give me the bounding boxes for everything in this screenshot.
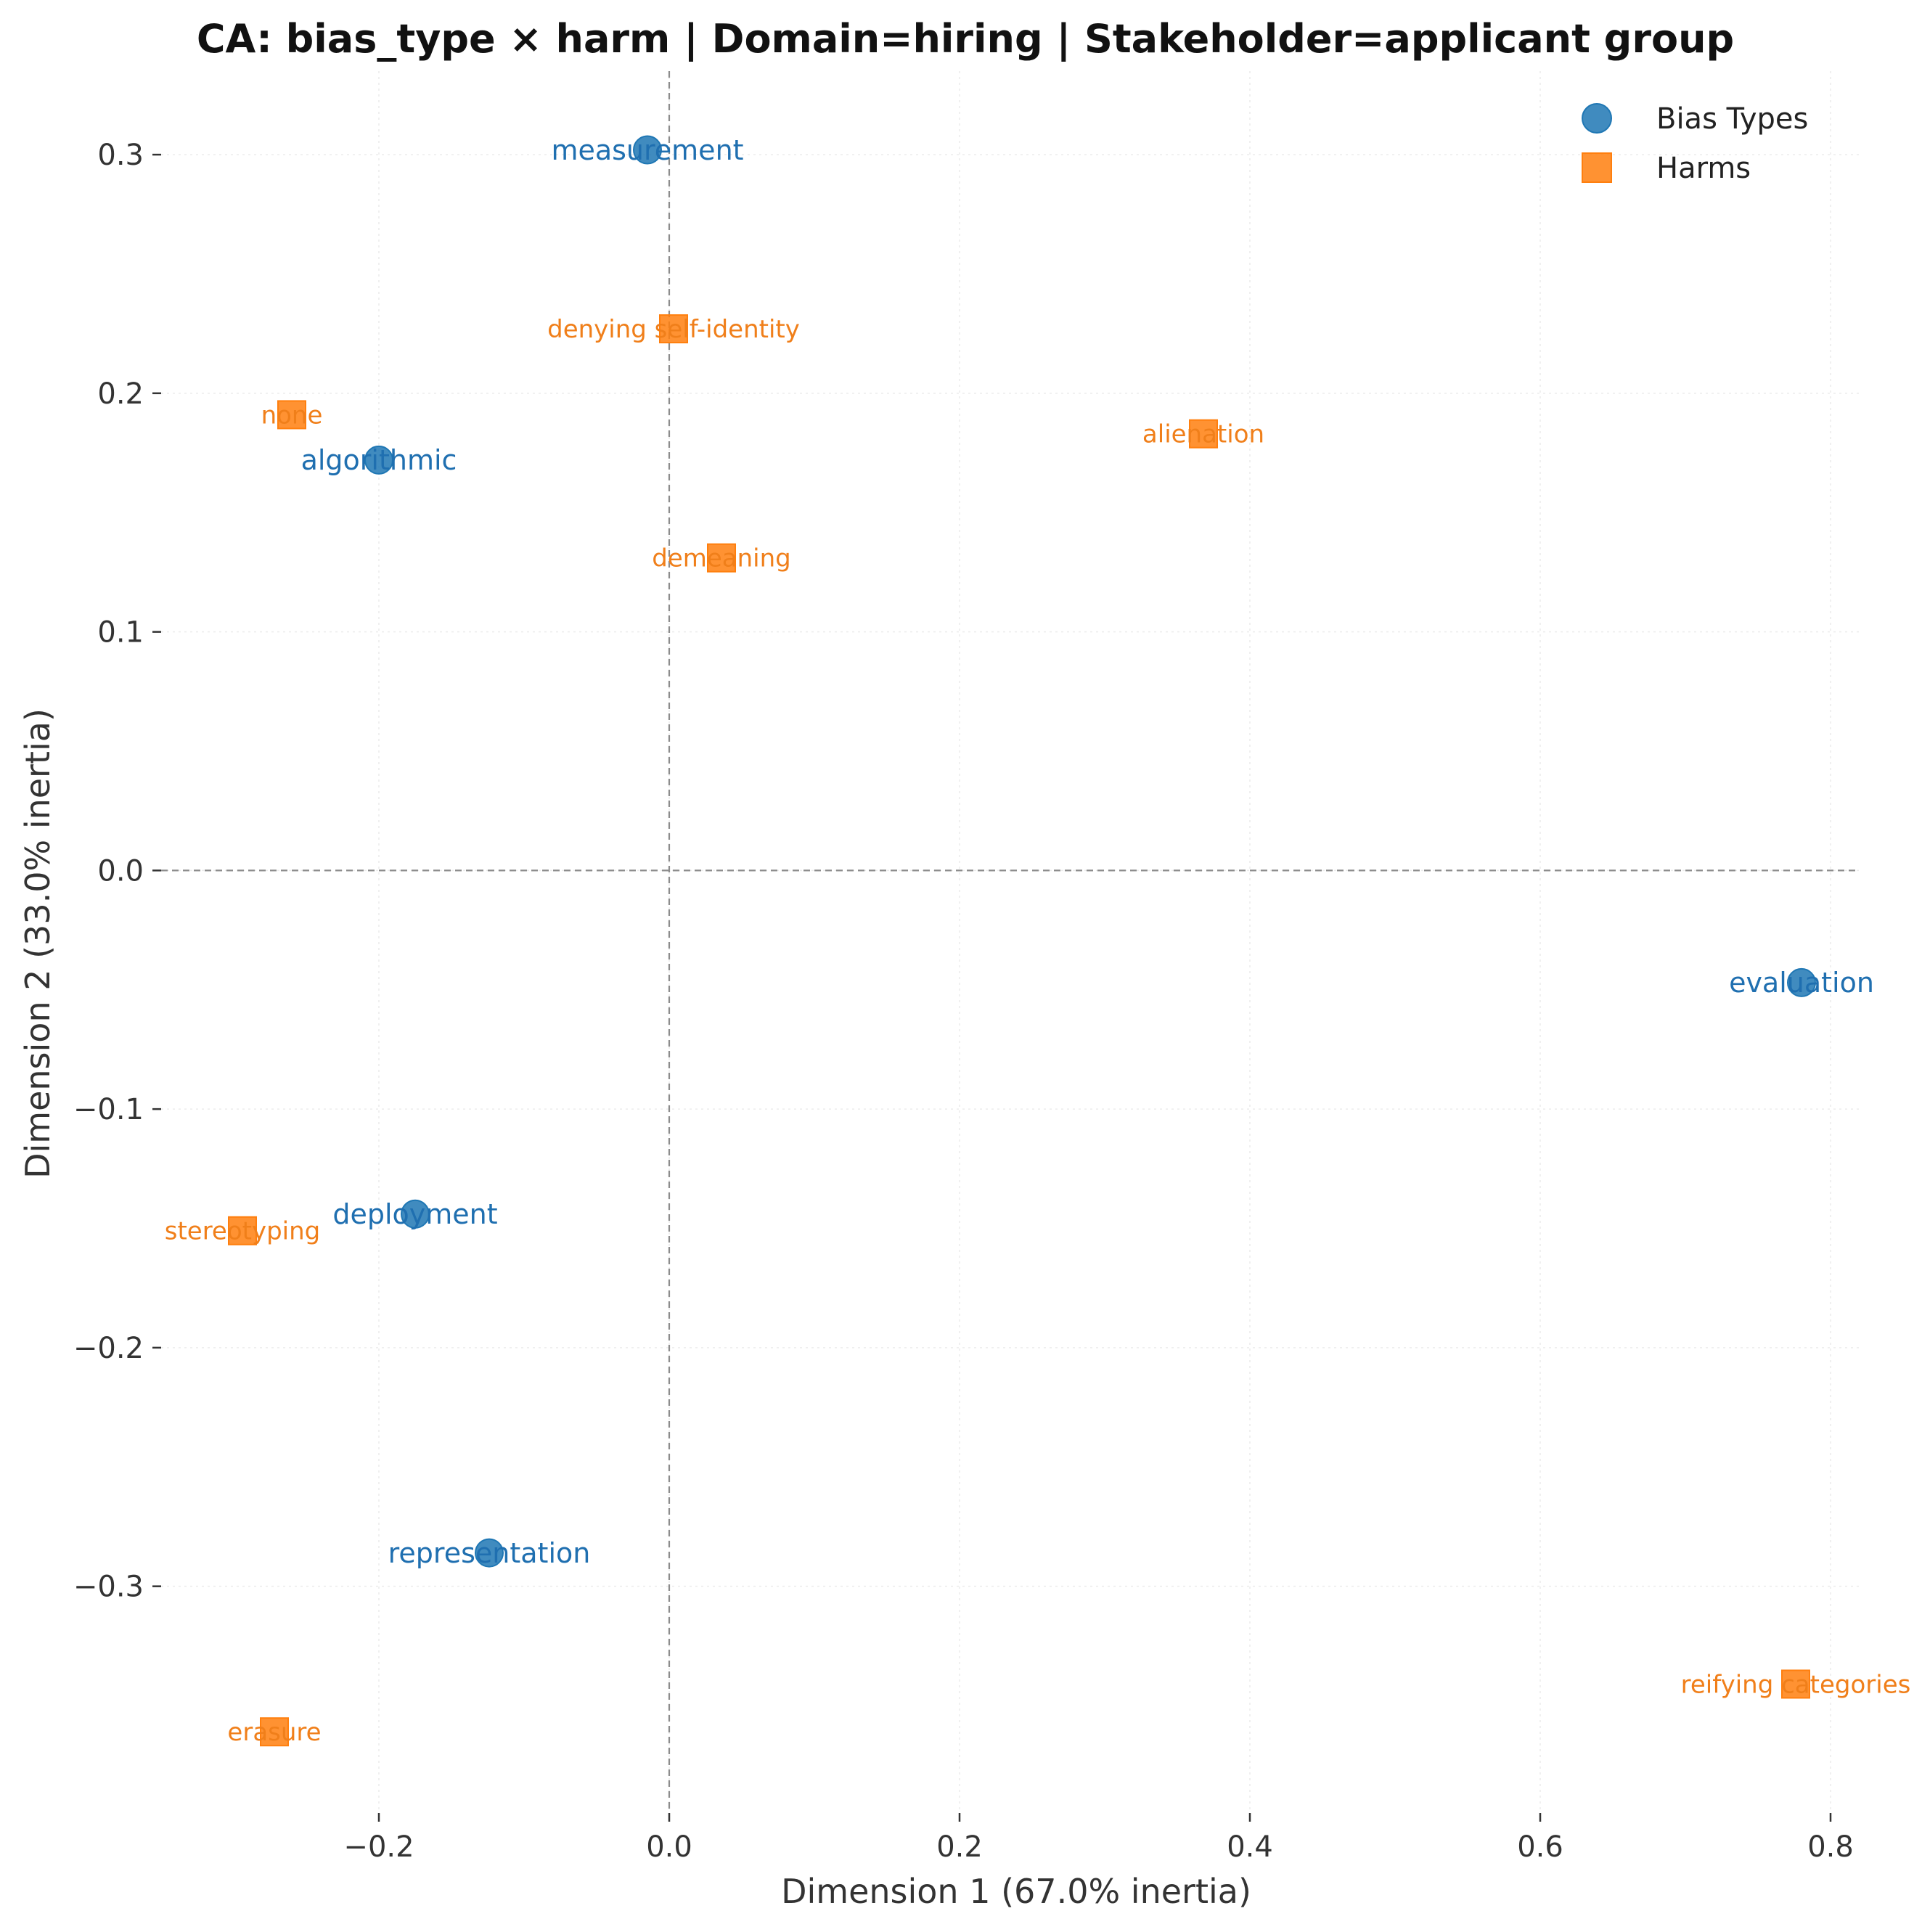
label-demeaning: demeaning [652,544,791,573]
y-tick-label: 0.2 [97,377,144,411]
label-reifying-categories: reifying categories [1681,1670,1911,1699]
y-axis-ticks: −0.3 −0.2 −0.1 0.0 0.1 0.2 0.3 [73,139,161,1604]
legend: Bias Types Harms [1582,102,1808,185]
legend-marker-bias-types [1582,103,1612,134]
legend-label-bias-types: Bias Types [1656,102,1808,136]
point-reifying-categories [1781,1669,1810,1699]
point-stereotyping [228,1216,257,1245]
x-tick-label: 0.2 [936,1830,983,1864]
y-tick-label: −0.1 [73,1093,144,1126]
point-representation [475,1538,504,1568]
x-axis-ticks: −0.2 0.0 0.2 0.4 0.6 0.8 [343,1813,1854,1864]
legend-label-harms: Harms [1656,152,1751,185]
point-algorithmic [364,445,393,475]
point-deployment [401,1199,430,1229]
point-measurement [633,135,662,165]
legend-marker-harms [1582,152,1612,183]
point-none [277,400,306,430]
x-axis-label: Dimension 1 (67.0% inertia) [781,1872,1251,1911]
point-labels: measurement algorithmic evaluation deployme… [165,134,1911,1747]
y-tick-label: 0.3 [97,139,144,172]
grid [161,71,1860,1813]
label-measurement: measurement [551,134,743,166]
x-tick-label: 0.4 [1227,1830,1273,1864]
point-denying-self-identity [659,314,688,344]
label-alienation: alienation [1142,420,1264,449]
label-erasure: erasure [227,1718,321,1747]
label-algorithmic: algorithmic [301,444,457,476]
label-denying-self-identity: denying self-identity [547,315,800,344]
data-points [228,135,1816,1747]
x-tick-label: −0.2 [343,1830,414,1864]
chart-title: CA: bias_type × harm | Domain=hiring | S… [197,16,1734,62]
point-evaluation [1787,967,1816,997]
y-tick-label: −0.3 [73,1571,144,1604]
y-tick-label: 0.0 [97,854,144,888]
label-deployment: deployment [332,1198,497,1230]
label-representation: representation [388,1537,591,1569]
label-evaluation: evaluation [1729,967,1874,999]
y-tick-label: 0.1 [97,616,144,650]
x-tick-label: 0.6 [1517,1830,1563,1864]
label-stereotyping: stereotyping [165,1217,321,1246]
x-tick-label: 0.0 [646,1830,692,1864]
y-axis-label: Dimension 2 (33.0% inertia) [18,708,57,1179]
y-tick-label: −0.2 [73,1332,144,1365]
reference-lines [161,71,1860,1813]
point-alienation [1189,419,1218,449]
point-erasure [260,1717,289,1747]
label-none: none [261,401,323,430]
x-tick-label: 0.8 [1807,1830,1854,1864]
point-demeaning [707,543,736,573]
